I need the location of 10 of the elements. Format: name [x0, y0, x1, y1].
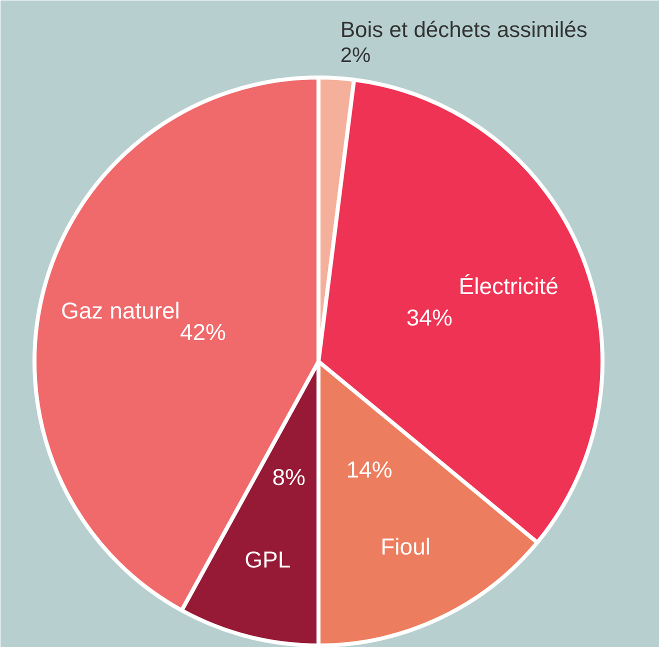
data-label: 8%	[272, 464, 306, 490]
data-label: 34%	[406, 304, 452, 331]
slice-label: Bois et déchets assimilés	[340, 17, 588, 42]
slice-label: Gaz naturel	[60, 298, 180, 324]
data-label: 42%	[180, 318, 226, 345]
slice-label: Fioul	[380, 534, 430, 560]
slice-label: GPL	[244, 546, 291, 573]
slice-label: Électricité	[458, 273, 558, 300]
data-label: 14%	[346, 456, 392, 482]
data-label: 2%	[340, 44, 371, 67]
